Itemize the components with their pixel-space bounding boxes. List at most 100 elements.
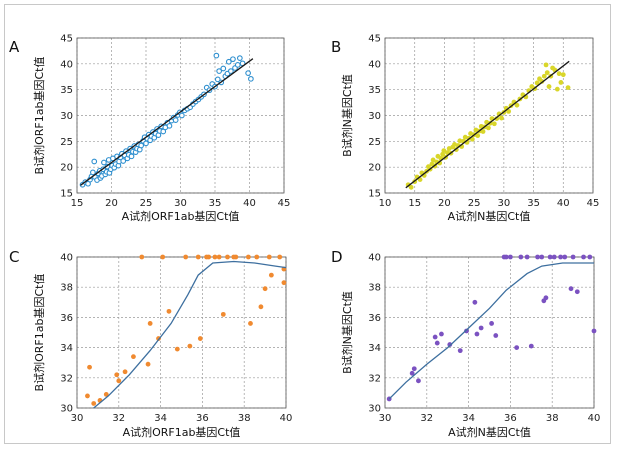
panel-a-x-tick-label: 35	[209, 198, 222, 209]
panel-c-y-axis-title: B试剂ORF1ab基因Ct值	[32, 274, 46, 392]
panel-a-x-axis-title: A试剂ORF1ab基因Ct值	[122, 209, 240, 223]
panel-d-y-tick-label: 40	[368, 253, 381, 264]
panel-a-data-point	[216, 68, 222, 74]
panel-d-data-point	[539, 254, 545, 260]
panel-c-data-point	[220, 311, 226, 317]
panel-b-data-point	[560, 72, 566, 78]
panel-d-data-point	[489, 321, 494, 326]
panel-c-data-point	[248, 321, 253, 326]
panel-b-data-point	[469, 136, 475, 142]
panel-d-y-tick-label: 30	[368, 404, 381, 415]
panel-c-data-point	[87, 364, 92, 370]
panel-c-data-point	[139, 254, 145, 260]
panel-d-data-point	[432, 334, 438, 340]
panel-d-y-axis-title: B试剂N基因Ct值	[340, 291, 354, 374]
panel-a-y-axis-title: B试剂ORF1ab基因Ct值	[32, 57, 46, 175]
panel-b-data-point	[491, 121, 497, 127]
panel-d: 30 32 34 36 38 40 30 32 34 36 38 40 D A试剂N基因Ct值 B试剂N基因…	[331, 248, 600, 439]
panel-b-x-tick-label: 15	[408, 198, 421, 209]
panel-d-data-point	[514, 345, 520, 350]
panel-c-data-point	[266, 254, 272, 260]
panel-c-data-point	[212, 254, 218, 260]
panel-c-x-tick-label: 40	[280, 413, 293, 424]
panel-d-x-tick-label: 38	[546, 413, 559, 424]
panel-c-y-tick-label: 38	[60, 283, 73, 294]
panel-b-x-tick-label: 40	[557, 198, 570, 209]
panel-d-x-tick-label: 30	[379, 413, 392, 424]
panel-c-x-tick-label: 30	[71, 413, 84, 424]
panel-a-y-tick-label: 45	[60, 34, 73, 45]
panel-d-data-point	[558, 254, 563, 260]
panel-c-data-point	[254, 254, 260, 260]
panel-b-data-point	[475, 133, 481, 139]
panel-b-y-tick-label: 20	[368, 163, 381, 174]
panel-c-data-point	[197, 336, 203, 341]
panel-b-data-point	[457, 138, 463, 144]
panel-c-data-point	[258, 304, 264, 310]
panel-d-plot-area	[384, 256, 595, 409]
panel-b-y-tick-label: 25	[368, 137, 381, 148]
panel-a-data-point	[230, 56, 236, 63]
panel-b-data-point	[441, 148, 447, 154]
panel-b-data-point	[565, 85, 571, 90]
panel-a-data-point	[172, 117, 179, 123]
panel-c-x-tick-label: 34	[154, 413, 167, 424]
panel-c-y-tick-label: 40	[60, 253, 73, 264]
panel-a-data-point	[90, 169, 96, 176]
panel-c-data-point	[122, 369, 128, 375]
panel-a-data-point	[236, 55, 243, 62]
panel-d-x-tick-label: 34	[462, 413, 475, 424]
panel-d-data-point	[493, 333, 499, 338]
panel-b-data-point	[558, 80, 564, 85]
panel-d-data-point	[535, 254, 540, 260]
panel-b-x-axis-title: A试剂N基因Ct值	[448, 209, 531, 223]
panel-d-data-point	[574, 289, 580, 295]
panel-a-data-point	[143, 140, 149, 147]
panel-a-y-tick-label: 40	[60, 59, 73, 70]
panel-c-x-tick-label: 32	[112, 413, 125, 424]
panel-b-y-axis-title: B试剂N基因Ct值	[340, 74, 354, 157]
panel-c-data-point	[268, 272, 274, 278]
panel-b-y-tick-label: 45	[368, 34, 381, 45]
panel-c-y-tick-label: 30	[60, 404, 73, 415]
panel-c-data-point	[281, 280, 287, 286]
panel-b-data-point	[494, 116, 500, 121]
panel-b-data-point	[556, 71, 562, 77]
panel-d-data-point	[464, 328, 469, 334]
panel-c-data-point	[277, 254, 283, 260]
panel-a-x-tick-label: 45	[278, 198, 291, 209]
panel-a-x-tick-label: 15	[71, 198, 84, 209]
panel-a-data-point	[213, 52, 220, 59]
panel-d-fit-curve	[388, 262, 594, 400]
panel-a-data-point	[120, 158, 127, 164]
panel-d-data-point	[568, 286, 574, 292]
panel-b-data-point	[544, 70, 550, 76]
panel-d-label: D	[331, 248, 343, 266]
panel-b-data-point	[514, 102, 520, 108]
panel-d-data-point	[503, 254, 509, 260]
panel-c-data-point	[116, 378, 122, 384]
panel-d-data-point	[528, 343, 534, 349]
panel-a-data-point	[179, 112, 185, 119]
panel-a-x-tick-label: 40	[243, 198, 256, 209]
panel-b-y-tick-label: 15	[368, 189, 381, 200]
panel-a-data-point	[166, 122, 173, 129]
panel-b-fit-line	[405, 60, 570, 189]
panel-b-data-point	[499, 115, 504, 121]
panel-b-label: B	[331, 38, 341, 56]
panel-a-data-point	[138, 142, 145, 149]
panel-c-y-tick-label: 36	[60, 313, 73, 324]
panel-a-data-point	[225, 58, 232, 65]
panel-b-data-point	[440, 151, 446, 157]
panel-d-x-tick-label: 40	[588, 413, 601, 424]
panel-b-data-point	[543, 62, 549, 68]
panel-c-data-point	[145, 361, 151, 367]
panel-d-x-tick-label: 36	[504, 413, 517, 424]
panel-c-data-point	[174, 346, 180, 352]
panel-a-y-tick-label: 20	[60, 163, 73, 174]
panel-a-data-point	[214, 76, 221, 83]
panel-c: 30 32 34 36 38 40 30 32 34 36 38 40 C A试剂ORF1ab基因Ct值 B…	[9, 248, 292, 439]
panel-c-data-point	[195, 254, 201, 260]
panel-a-y-tick-label: 15	[60, 189, 73, 200]
